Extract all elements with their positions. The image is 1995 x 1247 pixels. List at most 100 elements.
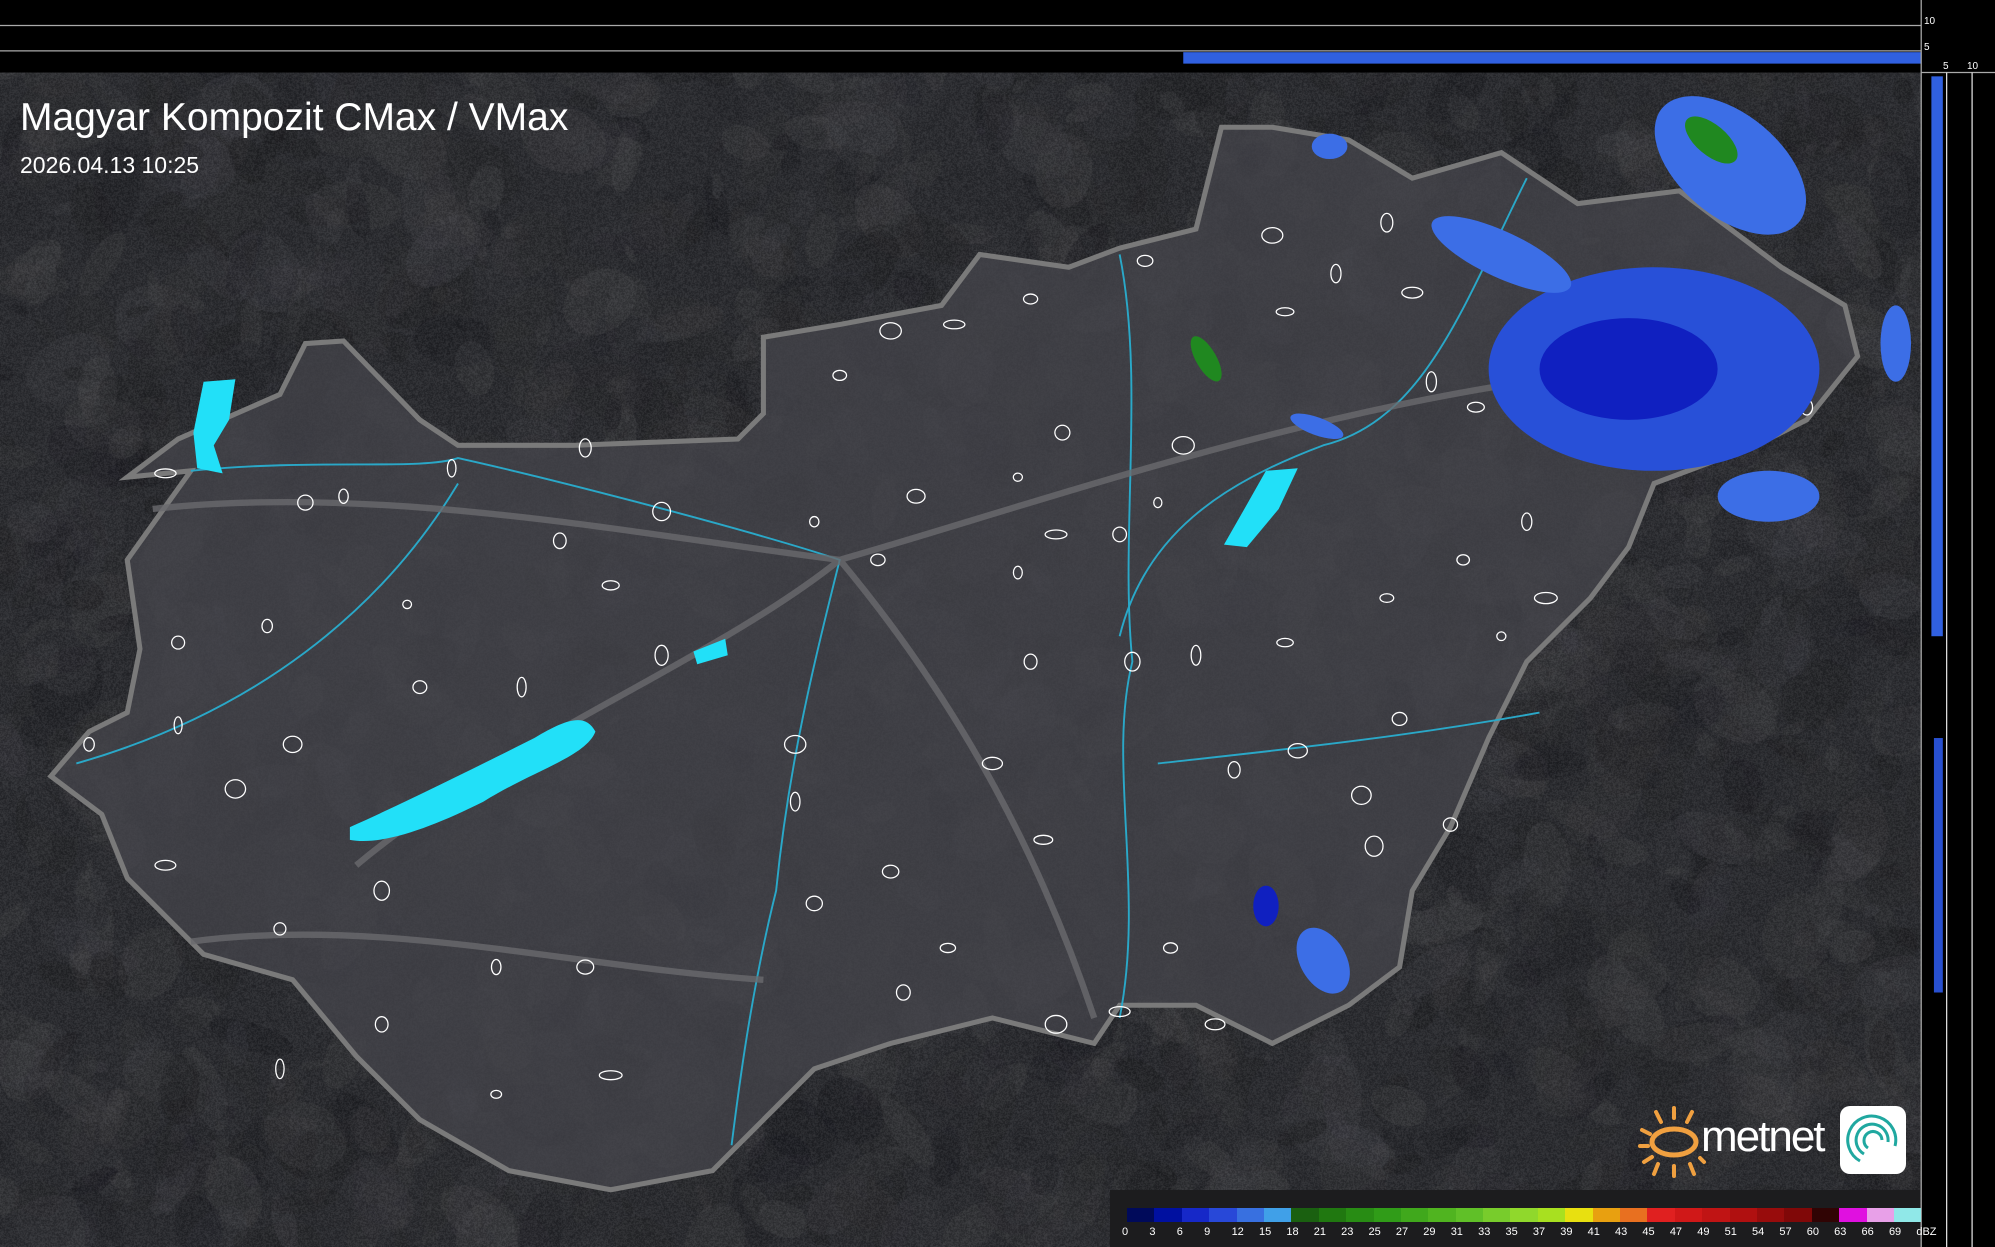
metnet-logo: metnet bbox=[1636, 1102, 1906, 1182]
timestamp: 2026.04.13 10:25 bbox=[20, 152, 200, 178]
legend-swatch bbox=[1373, 1208, 1401, 1222]
town-outline bbox=[83, 737, 95, 752]
lake-velence bbox=[693, 638, 728, 665]
town-outline bbox=[1227, 760, 1241, 779]
legend-tick: 15 bbox=[1258, 1226, 1272, 1238]
town-outline bbox=[297, 494, 314, 511]
dbz-legend: 0 3 6 9 12 15 18 21 23 25 27 29 31 33 35 37 39 41 43 45 47 49… bbox=[1110, 1190, 1937, 1247]
town-outline bbox=[942, 319, 966, 330]
town-outline bbox=[1287, 742, 1308, 759]
legend-tick: 25 bbox=[1368, 1226, 1381, 1238]
town-outline bbox=[275, 1058, 285, 1080]
town-outline bbox=[282, 735, 303, 754]
legend-swatch bbox=[1811, 1208, 1840, 1222]
town-outline bbox=[1190, 644, 1202, 666]
town-outline bbox=[1521, 512, 1533, 532]
town-outline bbox=[1364, 835, 1384, 857]
town-outline bbox=[154, 468, 177, 479]
legend-swatch bbox=[1839, 1208, 1867, 1222]
legend-swatch bbox=[1592, 1208, 1621, 1222]
town-outline bbox=[652, 501, 672, 522]
town-outline bbox=[1044, 1014, 1068, 1034]
town-outline bbox=[789, 791, 801, 812]
town-outline bbox=[939, 942, 957, 954]
legend-tick: 60 bbox=[1806, 1226, 1820, 1238]
scale-label: 5 bbox=[1943, 61, 1949, 72]
legend-tick: 18 bbox=[1286, 1226, 1299, 1238]
legend-swatch bbox=[1181, 1208, 1210, 1222]
legend-tick: 45 bbox=[1642, 1226, 1655, 1238]
town-outline bbox=[981, 756, 1004, 771]
town-outline bbox=[578, 438, 592, 458]
scale-label: 5 bbox=[1924, 42, 1930, 53]
town-outline bbox=[1276, 637, 1294, 648]
legend-swatch bbox=[1209, 1208, 1237, 1222]
town-outline bbox=[1466, 401, 1485, 413]
legend-tick: 21 bbox=[1313, 1226, 1326, 1238]
town-outline bbox=[1162, 942, 1179, 954]
town-outline bbox=[261, 618, 274, 634]
legend-swatch bbox=[1428, 1208, 1456, 1222]
legend-swatch bbox=[1263, 1208, 1292, 1222]
town-outline bbox=[1044, 529, 1068, 540]
lake-balaton bbox=[349, 720, 596, 842]
town-outline bbox=[171, 635, 186, 650]
lake-tisza bbox=[1223, 468, 1298, 548]
town-outline bbox=[1023, 653, 1038, 670]
legend-tick: 35 bbox=[1505, 1226, 1518, 1238]
town-outline bbox=[1136, 254, 1154, 268]
legend-tick: 37 bbox=[1532, 1226, 1546, 1238]
town-outline bbox=[1022, 293, 1039, 305]
town-outline bbox=[601, 580, 620, 591]
town-outline bbox=[516, 676, 527, 698]
legend-swatch bbox=[1127, 1208, 1155, 1222]
town-outline bbox=[1456, 554, 1471, 566]
hungary-border bbox=[47, 124, 1861, 1193]
legend-swatch bbox=[1893, 1208, 1922, 1222]
town-outline bbox=[870, 553, 886, 567]
legend-swatch bbox=[1483, 1208, 1511, 1222]
legend-tick: 12 bbox=[1231, 1226, 1244, 1238]
legend-tick: 69 bbox=[1888, 1226, 1902, 1238]
town-outline bbox=[1496, 631, 1507, 642]
town-outline bbox=[576, 959, 595, 975]
legend-swatch bbox=[1236, 1208, 1264, 1222]
legend-tick: 54 bbox=[1751, 1226, 1765, 1238]
swirl-icon bbox=[1840, 1106, 1906, 1174]
right-profile-echo bbox=[1933, 738, 1943, 993]
legend-swatch bbox=[1784, 1208, 1812, 1222]
town-outline bbox=[1330, 263, 1342, 284]
town-outline bbox=[552, 532, 567, 550]
radar-echoes bbox=[1190, 96, 1912, 994]
town-outline bbox=[1425, 371, 1438, 393]
town-outline bbox=[881, 864, 900, 879]
legend-swatch bbox=[1291, 1208, 1319, 1222]
town-outline bbox=[1275, 307, 1295, 317]
town-outline bbox=[374, 1016, 389, 1033]
town-outline bbox=[1391, 711, 1408, 727]
legend-tick: 3 bbox=[1149, 1226, 1156, 1238]
legend-swatch bbox=[1647, 1208, 1675, 1222]
legend-swatch bbox=[1510, 1208, 1538, 1222]
town-outline bbox=[154, 859, 177, 871]
town-outline bbox=[1204, 1018, 1226, 1031]
town-outline bbox=[1012, 565, 1023, 580]
town-outline bbox=[1112, 526, 1128, 543]
legend-tick: 9 bbox=[1204, 1226, 1211, 1238]
sun-icon bbox=[1638, 1106, 1706, 1178]
legend-tick: 31 bbox=[1450, 1226, 1463, 1238]
town-outline bbox=[809, 515, 820, 528]
scale-label: 10 bbox=[1967, 61, 1979, 72]
town-outline bbox=[654, 644, 669, 666]
town-outline bbox=[490, 958, 502, 976]
legend-swatch bbox=[1674, 1208, 1703, 1222]
legend-tick: 23 bbox=[1341, 1226, 1354, 1238]
legend-swatch bbox=[1318, 1208, 1347, 1222]
legend-swatch bbox=[1537, 1208, 1566, 1222]
town-outline bbox=[879, 322, 902, 340]
legend-tick: 47 bbox=[1669, 1226, 1683, 1238]
town-outline bbox=[446, 458, 457, 478]
town-outline bbox=[224, 779, 247, 799]
town-outline bbox=[173, 716, 183, 735]
